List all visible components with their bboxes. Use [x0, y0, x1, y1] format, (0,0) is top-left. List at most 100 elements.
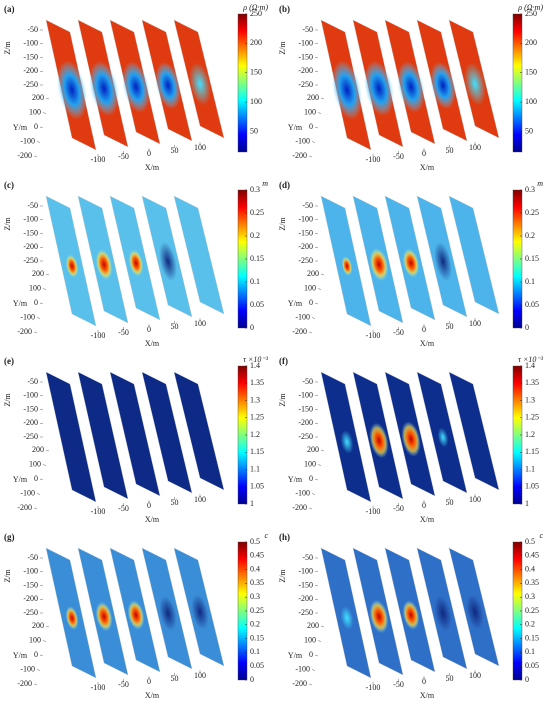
y-axis-label: Y/m	[288, 123, 303, 132]
colorbar-tick-label: 1.2	[525, 430, 535, 439]
z-tick-label: -250	[298, 80, 313, 89]
x-tick-label: 50	[171, 674, 179, 683]
x-tick-label: -100	[91, 683, 106, 692]
x-tick-label: -50	[118, 152, 129, 161]
slice-anomaly	[340, 606, 354, 630]
slice-anomaly	[331, 60, 363, 120]
z-tick-label: -50	[302, 201, 313, 210]
x-tick-label: 0	[147, 677, 151, 686]
slice-anomaly	[155, 61, 181, 110]
colorbar-tick-label: 0	[525, 323, 529, 332]
y-tick	[39, 654, 44, 657]
y-axis-label: Y/m	[288, 299, 303, 308]
colorbar-tick-label: 200	[250, 38, 262, 47]
z-tick-label: -100	[23, 39, 38, 48]
z-tick-label: -50	[27, 553, 38, 562]
colorbar-tick-label: 1.15	[525, 447, 539, 456]
slice-anomaly	[364, 60, 394, 117]
colorbar-tick-label: 250	[525, 9, 537, 18]
z-tick-label: -50	[302, 377, 313, 386]
slice-anomaly	[122, 61, 150, 113]
y-axis-label: Y/m	[13, 651, 28, 660]
z-tick-label: -250	[23, 432, 38, 441]
colorbar-tick-label: 0.2	[250, 231, 260, 240]
slice	[141, 371, 193, 494]
y-tick	[36, 317, 41, 319]
z-tick-label: -250	[298, 608, 313, 617]
z-tick-label: -200	[298, 242, 313, 251]
x-tick-label: -50	[393, 152, 404, 161]
y-tick	[314, 302, 319, 305]
y-tick-label: 100	[304, 283, 316, 292]
colorbar-tick-label: 0	[525, 675, 529, 684]
panel-label: (b)	[279, 4, 290, 14]
colorbar-tick-label: 1.05	[250, 482, 264, 491]
z-tick-label: -150	[298, 228, 313, 237]
colorbar-tick-label: 0.25	[525, 208, 539, 217]
x-tick-label: 0	[422, 325, 426, 334]
y-tick	[311, 141, 316, 143]
y-tick	[308, 507, 313, 510]
slice-anomaly	[95, 601, 113, 632]
x-tick-label: -100	[366, 507, 381, 516]
y-tick	[33, 331, 38, 334]
x-axis-label: X/m	[420, 691, 435, 700]
x-tick-label: 100	[469, 495, 481, 504]
colorbar-tick-label: 0.45	[250, 551, 264, 560]
z-tick-label: -150	[298, 580, 313, 589]
colorbar-tick-label: 1.4	[525, 361, 535, 370]
slice-anomaly	[56, 60, 88, 120]
y-tick	[311, 493, 316, 495]
colorbar-tick-label: 0.45	[525, 551, 539, 560]
y-tick-label: 200	[307, 445, 319, 454]
x-axis-label: X/m	[145, 339, 160, 348]
z-tick-label: -100	[23, 567, 38, 576]
x-tick-label: 50	[446, 322, 454, 331]
y-tick-label: 200	[307, 269, 319, 278]
x-tick-label: 50	[446, 146, 454, 155]
y-tick-label: -100	[20, 664, 35, 673]
z-tick-label: -200	[23, 242, 38, 251]
z-tick-label: -100	[23, 391, 38, 400]
z-tick-label: -150	[23, 404, 38, 413]
slice-anomaly	[434, 241, 452, 282]
y-tick-label: -100	[20, 488, 35, 497]
y-axis-label: Y/m	[288, 651, 303, 660]
x-tick-label: -50	[393, 328, 404, 337]
y-tick-label: -100	[20, 136, 35, 145]
x-tick-label: -100	[91, 155, 106, 164]
x-tick-label: 50	[171, 498, 179, 507]
slice-anomaly	[89, 60, 119, 117]
slice-anomaly	[464, 62, 486, 106]
colorbar-tick-label: 100	[525, 97, 537, 106]
y-tick	[45, 625, 50, 628]
y-tick	[45, 449, 50, 452]
panel: (f) -50 -100 -150 -200 -250 Z/m 200 100 0 -100 -200…	[278, 355, 544, 524]
y-tick-label: 100	[304, 635, 316, 644]
x-axis-label: X/m	[420, 515, 435, 524]
slice-anomaly	[65, 606, 79, 630]
y-tick-label: 200	[32, 269, 44, 278]
y-tick	[308, 331, 313, 334]
colorbar-tick-label: 50	[525, 126, 533, 135]
y-tick	[311, 669, 316, 671]
y-tick	[33, 683, 38, 686]
colorbar-tick-label: 0.3	[525, 185, 535, 194]
slice-anomaly	[430, 61, 456, 110]
x-tick-label: -100	[366, 155, 381, 164]
x-tick-label: -50	[393, 504, 404, 513]
slice-anomaly	[369, 422, 389, 459]
x-tick-label: 100	[194, 143, 206, 152]
colorbar-tick-label: 0.1	[250, 277, 260, 286]
y-tick	[314, 478, 319, 481]
y-tick-label: 100	[29, 283, 41, 292]
x-tick-label: 100	[194, 495, 206, 504]
y-tick	[39, 126, 44, 129]
x-axis-label: X/m	[145, 163, 160, 172]
y-tick-label: -200	[292, 679, 307, 688]
colorbar-tick-label: 0.4	[525, 564, 535, 573]
x-tick-label: 50	[171, 146, 179, 155]
colorbar-label: c	[539, 531, 543, 540]
panel: (c) -50 -100 -150 -200 -250 Z/m 200 100 0 -100 -200…	[3, 179, 268, 348]
colorbar-tick-label: 1.2	[250, 430, 260, 439]
